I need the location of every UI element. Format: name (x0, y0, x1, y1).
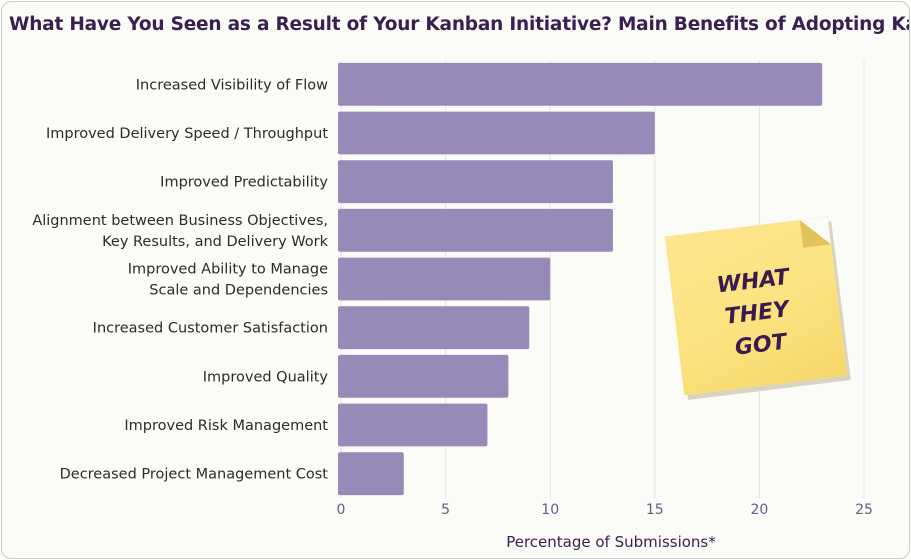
category-label: Decreased Project Management Cost (60, 467, 329, 483)
bar (338, 257, 551, 301)
sticky-note-text: WHAT THEY GOT (715, 264, 791, 361)
bar (338, 111, 655, 155)
category-label: Improved Risk Management (124, 418, 328, 434)
sticky-note-fold (799, 216, 832, 248)
sticky-note: WHAT THEY GOT (664, 216, 848, 396)
chart-title: What Have You Seen as a Result of Your K… (9, 14, 910, 35)
bar (338, 403, 488, 447)
category-label: Improved Predictability (160, 175, 328, 191)
category-label: Increased Visibility of Flow (136, 77, 328, 93)
x-tick-label: 10 (541, 502, 559, 518)
category-label: Improved Ability to Manage (128, 262, 328, 278)
category-label: Increased Customer Satisfaction (93, 321, 328, 337)
x-axis-title: Percentage of Submissions* (506, 533, 716, 551)
x-tick-label: 5 (441, 502, 450, 518)
category-label: Key Results, and Delivery Work (102, 234, 328, 250)
bar (338, 452, 404, 496)
category-label: Improved Delivery Speed / Throughput (46, 126, 328, 142)
bar (338, 208, 613, 252)
category-label: Alignment between Business Objectives, (32, 213, 328, 229)
category-label: Improved Quality (203, 369, 329, 385)
bar (338, 62, 823, 106)
x-tick-label: 0 (337, 502, 346, 518)
x-tick-label: 15 (646, 502, 664, 518)
x-tick-label: 25 (855, 502, 873, 518)
category-label: Scale and Dependencies (149, 283, 328, 299)
x-tick-label: 20 (750, 502, 768, 518)
bar (338, 306, 530, 350)
bar (338, 354, 509, 398)
bar (338, 160, 613, 204)
